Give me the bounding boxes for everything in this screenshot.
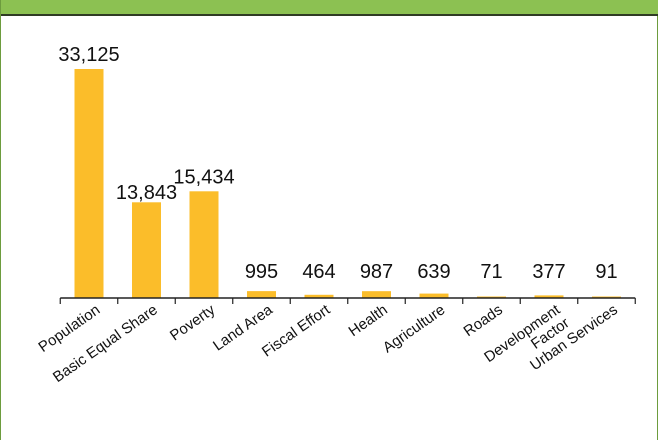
data-label: 13,843: [116, 182, 177, 204]
x-axis: [59, 297, 636, 304]
bar-health: [362, 291, 391, 298]
bar-land-area: [247, 291, 276, 298]
data-label: 377: [532, 261, 565, 283]
data-label: 639: [417, 261, 450, 283]
data-label: 987: [360, 261, 393, 283]
data-label: 464: [302, 261, 335, 283]
bar-basic-equal-share: [132, 202, 161, 298]
bar-poverty: [189, 191, 219, 298]
frame-top-band: [1, 0, 658, 16]
data-label: 15,434: [173, 166, 234, 188]
data-label: 33,125: [58, 44, 119, 66]
category-label: Health: [346, 301, 391, 340]
data-label: 995: [245, 261, 278, 283]
bar-development-factor: [534, 295, 564, 298]
bar-fiscal-effort: [304, 294, 334, 298]
data-label: 71: [480, 261, 502, 283]
bar-population: [74, 69, 104, 298]
category-label: Roads: [461, 301, 506, 340]
category-label: Poverty: [167, 301, 219, 344]
data-label: 91: [595, 261, 617, 283]
category-label: Agriculture: [380, 301, 448, 356]
bar-agriculture: [419, 293, 449, 298]
category-label: Basic Equal Share: [50, 301, 161, 386]
